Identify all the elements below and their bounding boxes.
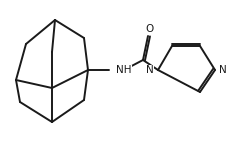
Text: N: N bbox=[219, 65, 227, 75]
Text: O: O bbox=[145, 24, 153, 34]
Text: NH: NH bbox=[116, 65, 131, 75]
Text: N: N bbox=[146, 65, 154, 75]
